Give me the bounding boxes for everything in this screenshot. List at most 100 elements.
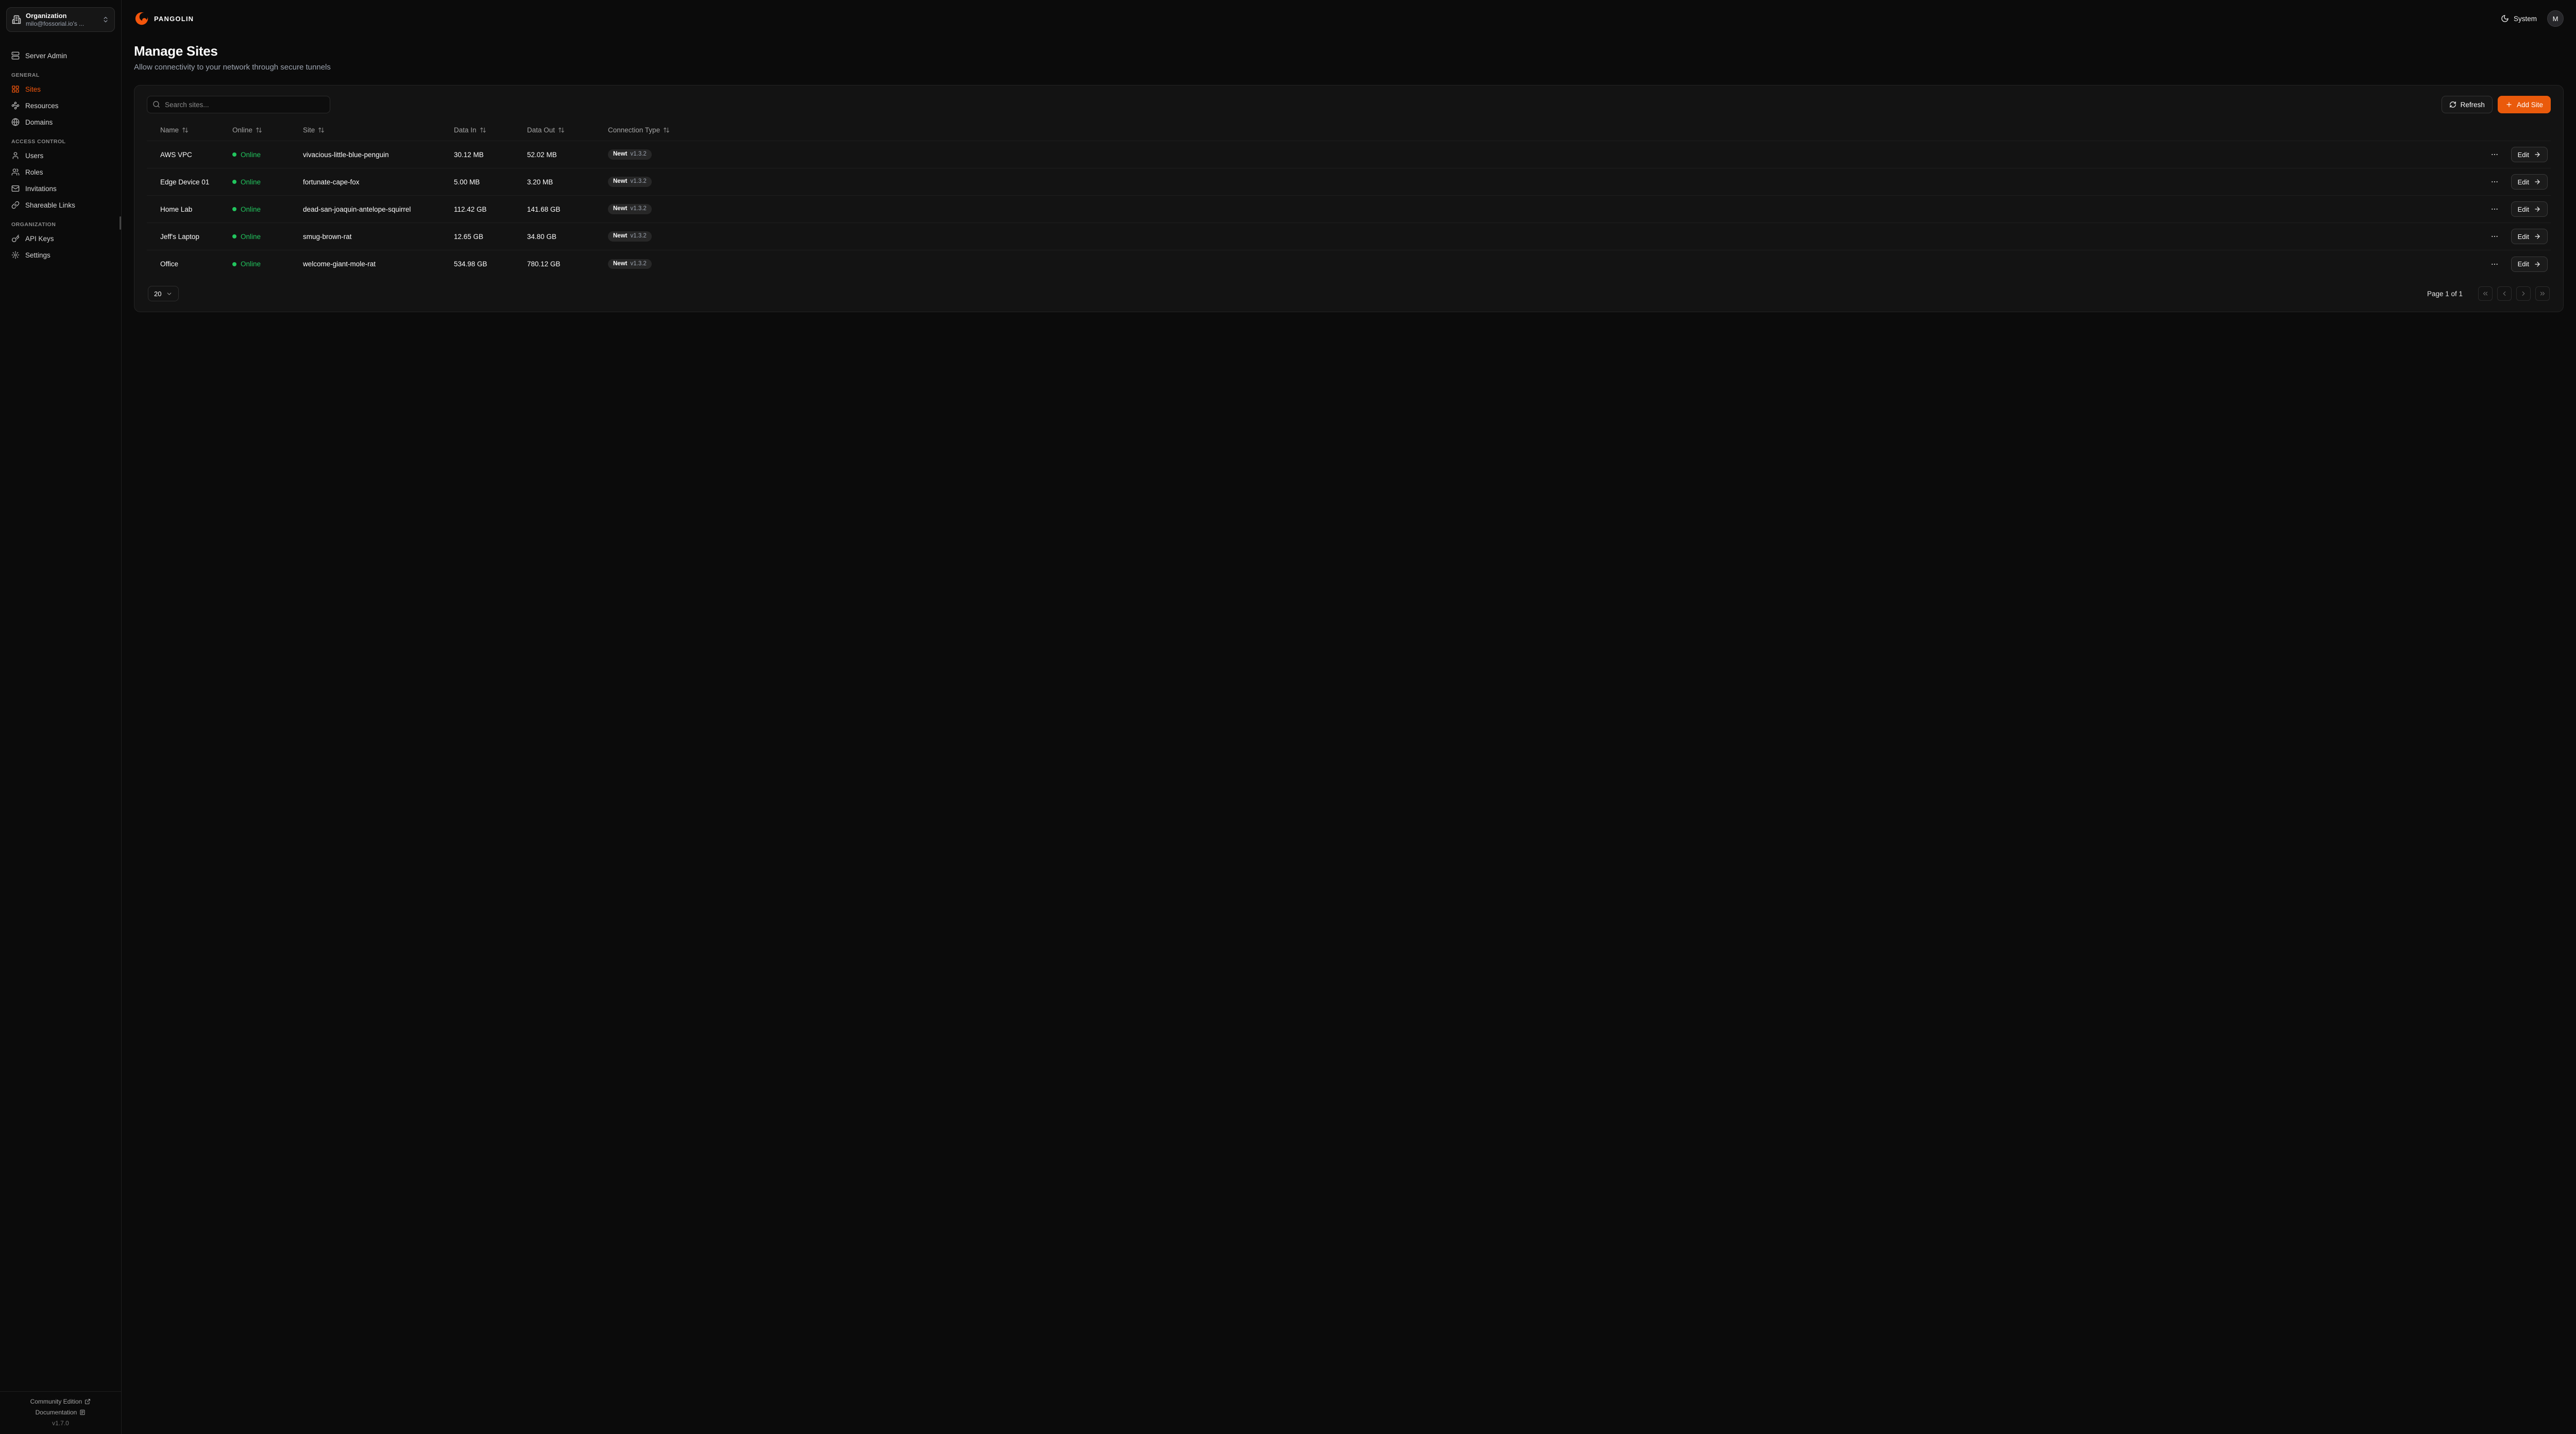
row-menu-button[interactable] (2488, 148, 2501, 161)
data-out-cell: 34.80 GB (527, 232, 557, 241)
sort-icon (318, 127, 325, 133)
sidebar-item-api-keys[interactable]: API Keys (6, 230, 115, 247)
section-label-general: GENERAL (11, 72, 40, 79)
refresh-icon (2449, 101, 2456, 108)
connection-type-cell: Newt v1.3.2 (608, 259, 733, 269)
sidebar-item-sites[interactable]: Sites (6, 81, 115, 97)
chevron-right-icon (2522, 291, 2525, 296)
data-out-cell: 52.02 MB (527, 150, 557, 159)
sidebar-item-roles[interactable]: Roles (6, 164, 115, 180)
arrow-right-icon (2535, 207, 2540, 212)
org-selector[interactable]: Organization milo@fossorial.io's ... (6, 7, 115, 32)
documentation-link[interactable]: Documentation (36, 1409, 86, 1416)
site-id-cell: fortunate-cape-fox (303, 178, 360, 186)
org-title: Organization (26, 12, 67, 20)
row-menu-button[interactable] (2488, 176, 2501, 188)
brand-name: PANGOLIN (154, 14, 194, 23)
sidebar: Organization milo@fossorial.io's ... Ser… (0, 0, 122, 1434)
page-size-select[interactable]: 20 (148, 286, 179, 301)
key-icon (12, 234, 20, 243)
status-badge: Online (232, 260, 261, 268)
sidebar-item-label: Shareable Links (25, 201, 75, 209)
online-dot-icon (232, 262, 236, 266)
column-header-online[interactable]: Online (232, 126, 303, 134)
sites-card: Refresh Add Site Name Online (134, 85, 2564, 312)
users-icon (11, 168, 20, 176)
pangolin-logo-icon (135, 12, 148, 25)
layout-grid-icon (12, 86, 19, 93)
online-status-cell: Online (232, 205, 303, 213)
previous-page-button[interactable] (2497, 286, 2512, 301)
sort-icon (480, 127, 486, 133)
table-body: AWS VPC Online vivacious-little-blue-pen… (147, 141, 2551, 278)
edit-button[interactable]: Edit (2511, 174, 2548, 190)
sidebar-item-settings[interactable]: Settings (6, 247, 115, 263)
next-page-button[interactable] (2516, 286, 2531, 301)
sidebar-item-server-admin[interactable]: Server Admin (6, 47, 115, 64)
page-info: Page 1 of 1 (2427, 289, 2463, 298)
arrow-right-icon (2535, 234, 2540, 239)
last-page-button[interactable] (2535, 286, 2550, 301)
edit-button[interactable]: Edit (2511, 256, 2548, 272)
online-status-cell: Online (232, 178, 303, 186)
community-edition-link[interactable]: Community Edition (30, 1398, 91, 1405)
site-id-cell: vivacious-little-blue-penguin (303, 150, 389, 159)
edit-button[interactable]: Edit (2511, 229, 2548, 244)
site-name-cell: AWS VPC (160, 150, 192, 159)
column-header-name[interactable]: Name (155, 126, 232, 134)
search-input[interactable] (147, 96, 330, 113)
column-header-data-out[interactable]: Data Out (527, 126, 608, 134)
status-badge: Online (232, 151, 261, 159)
sidebar-footer: Community Edition Documentation v1.7.0 (0, 1391, 121, 1434)
data-in-cell: 12.65 GB (454, 232, 484, 241)
status-badge: Online (232, 233, 261, 241)
connection-type-cell: Newt v1.3.2 (608, 177, 733, 187)
page-subtitle: Allow connectivity to your network throu… (134, 63, 331, 72)
building-icon (12, 15, 21, 24)
edit-button[interactable]: Edit (2511, 147, 2548, 162)
online-label: Online (241, 150, 261, 159)
sidebar-item-users[interactable]: Users (6, 147, 115, 164)
site-name-cell: Home Lab (160, 205, 193, 213)
sidebar-scrollbar-thumb[interactable] (120, 216, 121, 230)
status-badge: Online (232, 206, 261, 213)
table-row: Office Online welcome-giant-mole-rat 534… (147, 250, 2551, 278)
first-page-button[interactable] (2478, 286, 2493, 301)
page-title: Manage Sites (134, 43, 218, 59)
column-header-site[interactable]: Site (303, 126, 454, 134)
sidebar-item-label: Roles (25, 168, 43, 176)
sidebar-item-domains[interactable]: Domains (6, 114, 115, 130)
data-out-cell: 3.20 MB (527, 178, 553, 186)
row-menu-button[interactable] (2488, 230, 2501, 243)
column-header-connection-type[interactable]: Connection Type (608, 126, 733, 134)
add-site-button[interactable]: Add Site (2497, 96, 2551, 113)
connection-type-cell: Newt v1.3.2 (608, 149, 733, 160)
sidebar-item-label: Sites (25, 85, 41, 93)
table-toolbar: Refresh Add Site (147, 96, 2551, 113)
connection-client: Newt (613, 151, 628, 158)
site-id-cell: smug-brown-rat (303, 232, 352, 241)
online-label: Online (241, 232, 261, 241)
refresh-button[interactable]: Refresh (2441, 96, 2493, 113)
connection-client: Newt (613, 233, 628, 240)
row-menu-button[interactable] (2488, 203, 2501, 215)
globe-icon (11, 118, 20, 126)
row-menu-button[interactable] (2488, 258, 2501, 270)
sidebar-item-invitations[interactable]: Invitations (6, 180, 115, 197)
column-header-data-in[interactable]: Data In (454, 126, 527, 134)
sidebar-item-shareable-links[interactable]: Shareable Links (6, 197, 115, 213)
user-avatar[interactable]: M (2547, 10, 2564, 27)
sidebar-item-label: Server Admin (25, 52, 67, 60)
online-dot-icon (232, 180, 236, 184)
theme-toggle[interactable]: System (2501, 14, 2537, 23)
arrow-right-icon (2535, 261, 2540, 267)
sidebar-item-resources[interactable]: Resources (6, 97, 115, 114)
connection-client: Newt (613, 206, 628, 212)
sidebar-item-label: Users (25, 151, 44, 160)
edit-button[interactable]: Edit (2511, 201, 2548, 217)
ellipsis-icon (2491, 153, 2498, 156)
chevron-left-icon (2503, 291, 2506, 296)
external-link-icon (85, 1399, 91, 1404)
search-container (147, 96, 330, 113)
